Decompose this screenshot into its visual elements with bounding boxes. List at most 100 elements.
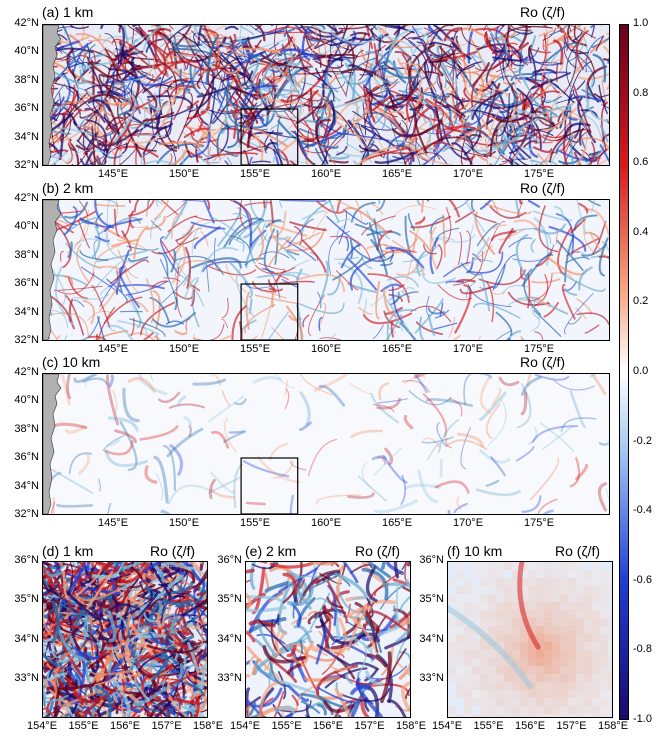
- lon-tick-label: 145°E: [97, 343, 129, 355]
- colorbar-tick-label: 0.0: [633, 365, 649, 377]
- panel-e-map: [245, 561, 411, 718]
- lat-tick-label: 36°N: [419, 554, 444, 566]
- lat-tick-label: 38°N: [14, 73, 39, 86]
- lon-tick-label: 160°E: [310, 168, 342, 180]
- lon-tick-label: 150°E: [168, 517, 200, 529]
- lon-tick-label: 165°E: [381, 517, 413, 529]
- colorbar-tick-label: 1.0: [633, 17, 649, 29]
- lat-tick-label: 35°N: [217, 593, 242, 606]
- colorbar-tick-label: 0.2: [633, 295, 649, 308]
- lat-tick-label: 42°N: [14, 17, 39, 29]
- panel-c-map: [42, 373, 610, 515]
- lat-tick-label: 34°N: [217, 632, 242, 645]
- lon-tick-label: 155°E: [68, 720, 99, 732]
- colorbar: [619, 24, 629, 720]
- panel-a-variable-label: Ro (ζ/f): [520, 4, 566, 20]
- land-mask: [43, 200, 62, 340]
- lon-tick-label: 157°E: [151, 720, 182, 732]
- colorbar-tick-label: -1.0: [633, 713, 652, 725]
- panel-c-title: (c) 10 km: [42, 354, 101, 370]
- lon-tick-label: 154°E: [229, 720, 261, 732]
- panel-e-title: (e) 2 km: [245, 543, 297, 559]
- panel-b-map: [42, 199, 610, 341]
- lon-tick-label: 156°E: [312, 720, 344, 732]
- panel-d-variable-label: Ro (ζ/f): [150, 543, 196, 559]
- lat-tick-label: 36°N: [14, 277, 39, 290]
- lon-tick-label: 157°E: [354, 720, 385, 732]
- colorbar-tick-label: -0.2: [633, 434, 652, 447]
- colorbar-tick-label: -0.8: [633, 643, 652, 656]
- lat-tick-label: 34°N: [419, 632, 444, 645]
- lon-tick-label: 175°E: [523, 168, 555, 180]
- lat-tick-label: 34°N: [14, 632, 39, 645]
- lat-tick-label: 38°N: [14, 422, 39, 435]
- panel-b-title: (b) 2 km: [42, 180, 94, 196]
- lat-tick-label: 38°N: [14, 248, 39, 261]
- lat-tick-label: 33°N: [14, 671, 39, 684]
- panel-f-title: (f) 10 km: [447, 543, 503, 559]
- zoom-region-box: [240, 108, 299, 165]
- lon-tick-label: 145°E: [97, 168, 129, 180]
- lon-tick-label: 170°E: [452, 517, 484, 529]
- lat-tick-label: 36°N: [14, 102, 39, 115]
- lon-tick-label: 150°E: [168, 168, 200, 180]
- lon-tick-label: 158°E: [192, 720, 224, 732]
- lat-tick-label: 40°N: [14, 220, 39, 233]
- colorbar-tick-label: -0.6: [633, 573, 652, 586]
- lon-tick-label: 145°E: [97, 517, 129, 529]
- lon-tick-label: 160°E: [310, 517, 342, 529]
- colorbar-tick-label: -0.4: [633, 504, 652, 517]
- panel-a-title: (a) 1 km: [42, 4, 94, 20]
- lon-tick-label: 155°E: [473, 720, 504, 732]
- lon-tick-label: 165°E: [381, 343, 413, 355]
- lat-tick-label: 34°N: [14, 479, 39, 492]
- lat-tick-label: 36°N: [14, 554, 39, 566]
- lon-tick-label: 155°E: [239, 168, 271, 180]
- colorbar-tick-label: 0.8: [633, 86, 649, 99]
- lat-tick-label: 32°N: [14, 334, 39, 346]
- zoom-region-box: [240, 457, 299, 514]
- lon-tick-label: 170°E: [452, 168, 484, 180]
- lat-tick-label: 32°N: [14, 508, 39, 520]
- lat-tick-label: 40°N: [14, 394, 39, 407]
- lat-tick-label: 33°N: [419, 671, 444, 684]
- panel-a-map: [42, 24, 610, 166]
- panel-d-map: [42, 561, 208, 718]
- lat-tick-label: 42°N: [14, 366, 39, 378]
- lat-tick-label: 36°N: [14, 451, 39, 464]
- ocean-field: [43, 374, 609, 514]
- panel-f-variable-label: Ro (ζ/f): [555, 543, 601, 559]
- lat-tick-label: 40°N: [14, 45, 39, 58]
- lon-tick-label: 156°E: [514, 720, 546, 732]
- lon-tick-label: 160°E: [310, 343, 342, 355]
- lon-tick-label: 157°E: [556, 720, 587, 732]
- colorbar-tick-label: 0.4: [633, 225, 649, 238]
- lat-tick-label: 34°N: [14, 305, 39, 318]
- lat-tick-label: 32°N: [14, 159, 39, 171]
- lon-tick-label: 154°E: [26, 720, 58, 732]
- lon-tick-label: 158°E: [597, 720, 629, 732]
- lat-tick-label: 34°N: [14, 130, 39, 143]
- lon-tick-label: 155°E: [239, 343, 271, 355]
- lat-tick-label: 36°N: [217, 554, 242, 566]
- lon-tick-label: 170°E: [452, 343, 484, 355]
- lon-tick-label: 156°E: [109, 720, 141, 732]
- lat-tick-label: 33°N: [217, 671, 242, 684]
- lon-tick-label: 165°E: [381, 168, 413, 180]
- panel-f-map: [447, 561, 613, 718]
- panel-d-title: (d) 1 km: [42, 543, 94, 559]
- lat-tick-label: 42°N: [14, 192, 39, 204]
- lon-tick-label: 155°E: [271, 720, 302, 732]
- lon-tick-label: 175°E: [523, 343, 555, 355]
- lat-tick-label: 35°N: [419, 593, 444, 606]
- lon-tick-label: 175°E: [523, 517, 555, 529]
- lon-tick-label: 150°E: [168, 343, 200, 355]
- zoom-region-box: [240, 283, 299, 340]
- panel-e-variable-label: Ro (ζ/f): [355, 543, 401, 559]
- lon-tick-label: 158°E: [395, 720, 427, 732]
- panel-c-variable-label: Ro (ζ/f): [520, 354, 566, 370]
- colorbar-tick-label: 0.6: [633, 156, 649, 169]
- panel-b-variable-label: Ro (ζ/f): [520, 180, 566, 196]
- land-mask: [43, 25, 62, 165]
- lat-tick-label: 35°N: [14, 593, 39, 606]
